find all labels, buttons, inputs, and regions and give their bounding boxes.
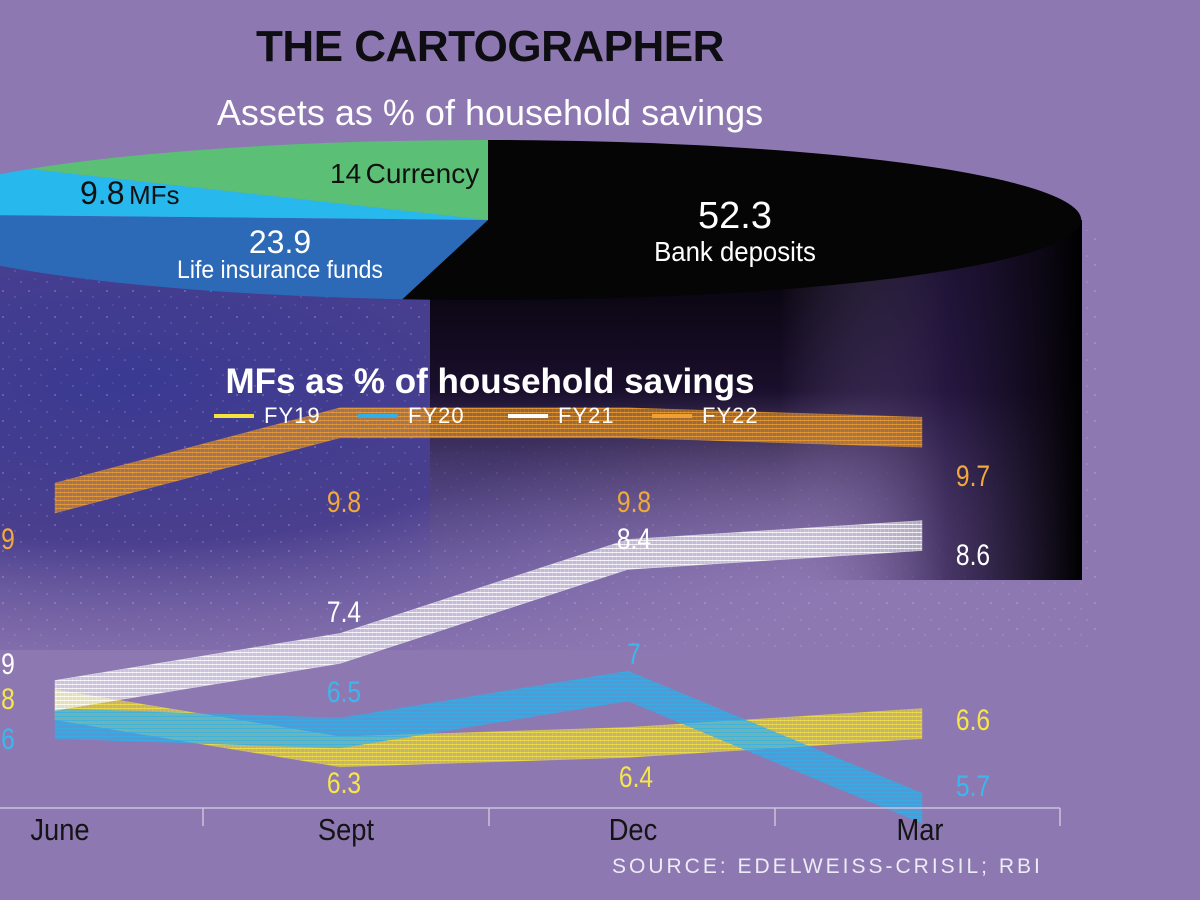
x-tick-june: June <box>30 812 90 847</box>
bank-deposits-value: 52.3 <box>698 195 772 237</box>
bank-deposits-name: Bank deposits <box>654 236 816 268</box>
pie-slice-mfs <box>0 169 488 220</box>
data-label-fy21-dec: 8.4 <box>617 522 651 556</box>
data-label-fy21-mar: 8.6 <box>956 538 990 572</box>
mfs-segment-label: 9.8 MFs <box>80 175 179 212</box>
data-label-fy20-sept: 6.5 <box>327 675 361 709</box>
mfs-name: MFs <box>128 180 180 210</box>
brand-title: THE CARTOGRAPHER <box>256 22 724 71</box>
pie-slice-currency <box>29 140 488 220</box>
data-label-fy21-june: .9 <box>0 647 15 681</box>
life-insurance-segment-label: 23.9 Life insurance funds <box>150 226 410 283</box>
legend-item-fy19: FY19 <box>214 402 321 430</box>
series-band-fy21 <box>54 520 923 711</box>
life-insurance-value: 23.9 <box>248 224 312 260</box>
line-plot: .8 6.3 6.4 6.6 .6 6.5 7 5.7 .9 7.4 8.4 8.6 9 9.8 9.8 9.… <box>0 407 990 824</box>
legend-swatch-fy19 <box>214 414 254 418</box>
legend-label-fy20: FY20 <box>408 403 465 428</box>
series-band-fy22 <box>54 407 923 514</box>
pie-slice-life-insurance-funds <box>0 215 488 300</box>
legend-label-fy22: FY22 <box>702 403 759 428</box>
legend-swatch-fy22 <box>652 414 692 418</box>
data-label-fy20-mar: 5.7 <box>956 769 990 803</box>
legend-item-fy21: FY21 <box>508 402 615 430</box>
legend-label-fy19: FY19 <box>264 403 321 428</box>
source-note: SOURCE: EDELWEISS-CRISIL; RBI <box>612 855 1043 878</box>
data-label-fy22-mar: 9.7 <box>956 459 990 493</box>
currency-segment-label: 14 Currency <box>330 158 479 190</box>
data-label-fy22-dec: 9.8 <box>617 485 651 519</box>
bank-deposits-segment-label: 52.3 Bank deposits <box>630 195 840 268</box>
series-band-fy20 <box>54 670 923 824</box>
mfs-value: 9.8 <box>80 175 125 211</box>
currency-name: Currency <box>365 158 480 189</box>
pie-title: Assets as % of household savings <box>216 92 764 133</box>
x-tick-mar: Mar <box>896 812 944 847</box>
x-axis <box>0 807 1061 826</box>
data-label-fy19-sept: 6.3 <box>327 766 361 800</box>
legend-swatch-fy21 <box>508 414 548 418</box>
x-tick-dec: Dec <box>608 812 658 847</box>
x-tick-sept: Sept <box>317 812 375 847</box>
line-chart-title: MFs as % of household savings <box>225 362 755 401</box>
data-label-fy21-sept: 7.4 <box>327 595 361 629</box>
data-label-fy19-mar: 6.6 <box>956 703 990 737</box>
currency-value: 14 <box>330 158 362 189</box>
data-label-fy19-dec: 6.4 <box>619 760 653 794</box>
life-insurance-name: Life insurance funds <box>177 256 383 284</box>
data-label-fy22-june: 9 <box>1 522 15 556</box>
data-label-fy19-june: .8 <box>0 682 15 716</box>
legend-swatch-fy20 <box>358 414 398 418</box>
legend-label-fy21: FY21 <box>558 403 615 428</box>
legend-item-fy22: FY22 <box>652 402 759 430</box>
data-label-fy22-sept: 9.8 <box>327 485 361 519</box>
data-label-fy20-dec: 7 <box>627 637 641 671</box>
pie-slice-bank-deposits <box>402 140 1082 300</box>
data-label-fy20-june: .6 <box>0 722 15 756</box>
legend-item-fy20: FY20 <box>358 402 465 430</box>
pie-ellipse <box>0 140 1082 300</box>
